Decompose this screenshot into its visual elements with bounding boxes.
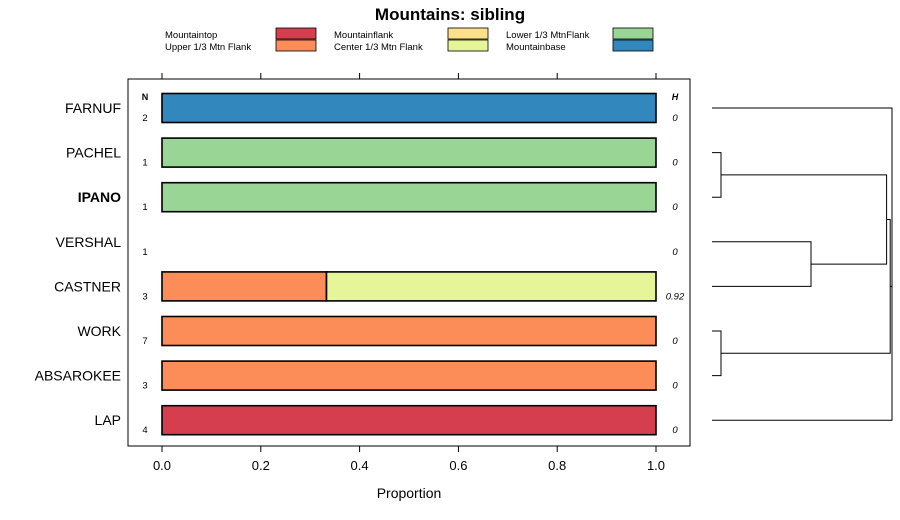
n-value: 1 (142, 158, 147, 169)
n-value: 3 (142, 291, 147, 302)
x-tick-label: 0.8 (548, 458, 566, 473)
n-value: 2 (142, 113, 147, 124)
x-tick-label: 0.2 (252, 458, 270, 473)
legend-label: Center 1/3 Mtn Flank (334, 42, 423, 53)
bar-segment (161, 360, 657, 391)
row-label: IPANO (78, 189, 121, 205)
bar-segment (161, 315, 657, 347)
n-value: 3 (142, 381, 147, 392)
h-value: 0 (672, 113, 678, 124)
dendrogram-link (712, 107, 893, 287)
bar-segment (161, 137, 657, 168)
dendrogram-link (712, 152, 722, 198)
legend-swatch (447, 39, 489, 52)
h-header: H (672, 92, 679, 102)
n-value: 1 (142, 202, 147, 213)
x-tick-label: 0.4 (351, 458, 369, 473)
bar-segment (161, 404, 657, 436)
legend-label: Mountaintop (165, 30, 217, 41)
x-tick-label: 0.6 (449, 458, 467, 473)
bar-segment (325, 271, 657, 302)
n-value: 1 (142, 247, 147, 258)
chart-title: Mountains: sibling (375, 5, 525, 24)
dendrogram-link (712, 197, 893, 421)
bar-segment (161, 271, 328, 302)
x-axis-label: Proportion (377, 485, 442, 501)
bars: FARNUF 2 0 PACHEL 1 0 IPANO 1 0 VERSHAL 1 0 CASTNER 3… (35, 92, 685, 436)
row-label: CASTNER (54, 278, 121, 294)
legend-label: Upper 1/3 Mtn Flank (165, 42, 251, 53)
n-header: N (142, 92, 149, 102)
legend-swatch (612, 39, 654, 52)
h-value: 0 (672, 336, 678, 347)
legend-swatch (275, 27, 317, 40)
axes: 0.0 0.2 0.4 0.6 0.8 1.0 (153, 73, 665, 473)
h-value: 0 (672, 425, 678, 436)
row-label: LAP (95, 412, 121, 428)
legend-swatch (275, 39, 317, 52)
legend-swatch (447, 27, 489, 40)
bar-segment (161, 92, 657, 124)
dendrogram (712, 107, 893, 421)
legend-label: Mountainbase (506, 42, 566, 53)
h-value: 0 (672, 202, 678, 213)
dendrogram-link (721, 174, 888, 265)
h-value: 0 (672, 158, 678, 169)
bar-segment (161, 181, 657, 213)
row-label: VERSHAL (56, 234, 122, 250)
legend-label: Lower 1/3 MtnFlank (506, 30, 590, 41)
n-value: 4 (142, 425, 147, 436)
plot-frame (127, 78, 691, 447)
h-value: 0 (672, 381, 678, 392)
x-tick-label: 0.0 (153, 458, 171, 473)
dendrogram-link (712, 241, 812, 287)
row-label: ABSAROKEE (35, 368, 121, 384)
x-tick-label: 1.0 (647, 458, 665, 473)
row-label: WORK (77, 323, 121, 339)
legend-swatch (612, 27, 654, 40)
legend-label: Mountainflank (334, 30, 393, 41)
n-value: 7 (142, 336, 147, 347)
row-label: PACHEL (66, 145, 121, 161)
dendrogram-link (712, 330, 722, 377)
row-label: FARNUF (65, 100, 121, 116)
h-value: 0.92 (666, 291, 685, 302)
h-value: 0 (672, 247, 678, 258)
